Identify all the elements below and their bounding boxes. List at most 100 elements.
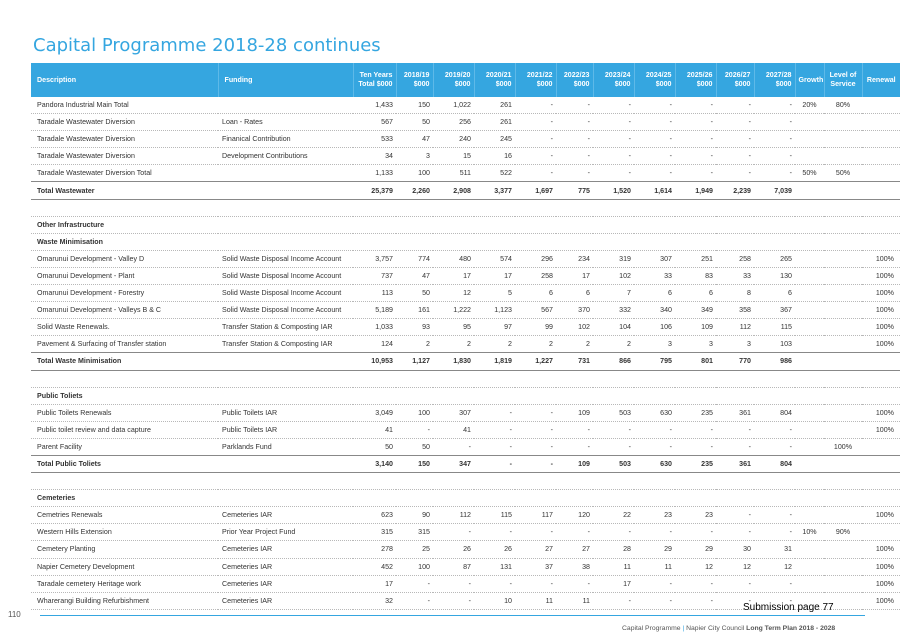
cell-year-value: 109 <box>556 454 593 474</box>
cell-year-value: - <box>634 575 675 593</box>
cell-year-value: 83 <box>675 267 716 286</box>
cell-year-value: 3 <box>634 335 675 354</box>
cell-year-value: - <box>716 438 754 456</box>
cell-ten-year-total: 113 <box>353 284 396 303</box>
table-header-row: Description Funding Ten Years Total $000… <box>31 63 900 97</box>
header-growth: Growth <box>794 63 824 97</box>
cell-year-value: - <box>515 438 556 456</box>
cell-renewal: 100% <box>862 404 900 422</box>
cell-year-value: 100 <box>396 558 433 576</box>
cell-year-value: 261 <box>474 113 515 132</box>
spacer-row <box>31 472 900 491</box>
header-year: 2026/27 $000 <box>715 63 754 97</box>
cell-year-value: 2 <box>474 335 515 354</box>
cell-year-value: - <box>754 421 795 439</box>
cell-renewal: 100% <box>862 335 900 354</box>
cell-ten-year-total: 623 <box>353 506 396 525</box>
cell-year-value: 2 <box>593 335 634 354</box>
cell-year-value: 1,819 <box>474 352 515 371</box>
cell-funding <box>218 454 353 474</box>
cell-description: Pandora Industrial Main Total <box>31 97 218 115</box>
cell-year-value: 6 <box>556 284 593 303</box>
cell-level-of-service <box>824 284 862 303</box>
cell-year-value: - <box>634 97 675 115</box>
cell-year-value: - <box>474 438 515 456</box>
cell-year-value: 17 <box>556 267 593 286</box>
cell-funding: Loan - Rates <box>218 113 353 132</box>
cell-growth <box>795 558 824 576</box>
cell-growth <box>795 130 824 149</box>
cell-ten-year-total: 737 <box>353 267 396 286</box>
table-row: Napier Cemetery Development Cemeteries IA… <box>31 558 900 576</box>
cell-growth <box>795 592 824 610</box>
cell-growth <box>795 454 824 474</box>
cell-year-value: 115 <box>474 506 515 525</box>
cell-year-value: 11 <box>634 558 675 576</box>
table-row: Pandora Industrial Main Total 1,433 150 1,0… <box>31 97 900 115</box>
cell-year-value: 307 <box>433 404 474 422</box>
cell-year-value: 15 <box>433 147 474 166</box>
cell-year-value: 567 <box>515 301 556 320</box>
cell-year-value: 804 <box>754 404 795 422</box>
cell-year-value: - <box>593 113 634 132</box>
cell-year-value: - <box>556 97 593 115</box>
cell-year-value: 117 <box>515 506 556 525</box>
cell-year-value: 3,377 <box>474 181 515 200</box>
section-heading-row: Other Infrastructure <box>31 216 900 234</box>
cell-year-value: 6 <box>754 284 795 303</box>
cell-year-value: 986 <box>754 352 795 371</box>
cell-year-value: 1,222 <box>433 301 474 320</box>
footer-rule <box>40 615 865 616</box>
cell-renewal <box>862 164 900 183</box>
cell-year-value: - <box>433 438 474 456</box>
cell-year-value: 131 <box>474 558 515 576</box>
cell-year-value: - <box>593 592 634 610</box>
cell-year-value: 245 <box>474 130 515 149</box>
table-row: Taradale Wastewater Diversion Total 1,133… <box>31 164 900 183</box>
cell-year-value: 265 <box>754 250 795 268</box>
cell-year-value: - <box>634 438 675 456</box>
cell-year-value: 150 <box>396 97 433 115</box>
cell-year-value: 251 <box>675 250 716 268</box>
cell-ten-year-total: 10,953 <box>353 352 396 371</box>
header-description: Description <box>31 63 218 97</box>
cell-description: Solid Waste Renewals. <box>31 318 218 337</box>
cell-growth <box>795 318 824 337</box>
header-ten-years-total: Ten Years Total $000 <box>352 63 396 97</box>
table-row: Cemetery Planting Cemeteries IAR 278 25 26 26… <box>31 540 900 559</box>
cell-growth <box>795 540 824 559</box>
cell-year-value: - <box>716 506 754 525</box>
cell-ten-year-total: 5,189 <box>353 301 396 320</box>
cell-year-value: 50 <box>396 113 433 132</box>
cell-year-value: 234 <box>556 250 593 268</box>
cell-year-value: 2 <box>433 335 474 354</box>
cell-year-value: 17 <box>593 575 634 593</box>
cell-year-value: 25 <box>396 540 433 559</box>
cell-year-value: - <box>716 523 754 542</box>
cell-year-value: - <box>716 97 754 115</box>
cell-ten-year-total: 32 <box>353 592 396 610</box>
header-year: 2023/24 $000 <box>592 63 634 97</box>
cell-year-value: 6 <box>634 284 675 303</box>
section-filler <box>218 233 900 251</box>
cell-year-value: 33 <box>634 267 675 286</box>
cell-year-value: 1,123 <box>474 301 515 320</box>
cell-year-value: 97 <box>474 318 515 337</box>
cell-year-value: 12 <box>433 284 474 303</box>
cell-year-value: - <box>754 97 795 115</box>
cell-year-value: 109 <box>675 318 716 337</box>
cell-renewal <box>862 147 900 166</box>
cell-year-value: 115 <box>754 318 795 337</box>
cell-growth <box>795 267 824 286</box>
cell-funding: Prior Year Project Fund <box>218 523 353 542</box>
cell-year-value: - <box>634 164 675 183</box>
cell-growth <box>795 575 824 593</box>
cell-year-value: 503 <box>593 454 634 474</box>
cell-renewal: 100% <box>862 592 900 610</box>
cell-growth <box>795 181 824 200</box>
cell-year-value: - <box>593 97 634 115</box>
cell-year-value: 256 <box>433 113 474 132</box>
cell-year-value: 770 <box>716 352 754 371</box>
cell-renewal <box>862 438 900 456</box>
cell-growth <box>795 352 824 371</box>
